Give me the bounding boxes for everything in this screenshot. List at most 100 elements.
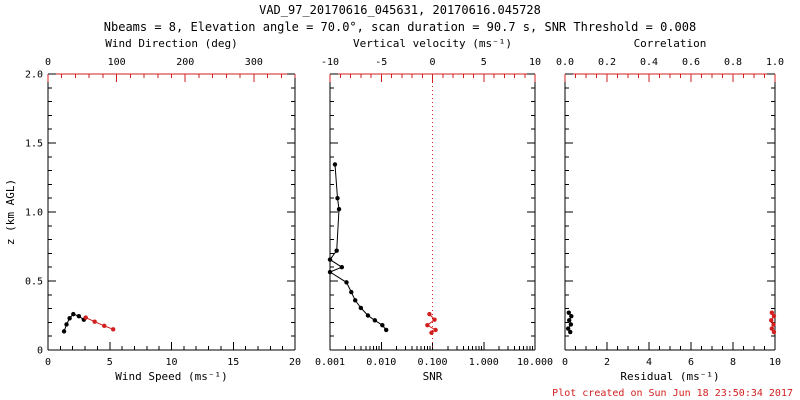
data-point-marker — [349, 289, 354, 295]
bottom-axis: 0.001 0.010 0.100 1.000 10.000 SNR — [315, 342, 553, 383]
top-axis: -10 -5 0 5 10 Vertical velocity (ms⁻¹) — [321, 37, 541, 82]
data-point-marker — [425, 322, 430, 328]
axis-text: Wind Speed (ms⁻¹) — [115, 370, 228, 383]
data-point-marker — [71, 311, 76, 317]
data-point-marker — [334, 248, 339, 253]
series-correlation — [769, 310, 777, 335]
data-point-marker — [110, 327, 116, 332]
axis-text: 1.000 — [469, 357, 499, 368]
data-point-marker — [567, 318, 572, 323]
axis-text: 0.100 — [417, 357, 447, 368]
series-residual-profile — [565, 310, 574, 335]
data-point-marker — [332, 162, 338, 167]
axis-text: 10.000 — [517, 357, 553, 368]
axis-text: 0 — [37, 346, 43, 357]
axis-text: 200 — [176, 57, 194, 68]
axis-text: 1.5 — [25, 139, 43, 150]
data-point-marker — [61, 329, 67, 334]
data-point-marker — [76, 313, 82, 319]
data-point-marker — [64, 322, 69, 327]
data-point-marker — [433, 327, 438, 333]
axis-text: -5 — [375, 57, 387, 68]
data-point-marker — [336, 207, 342, 212]
series-line — [328, 164, 387, 331]
axis-text: 10 — [769, 357, 781, 368]
data-point-marker — [92, 319, 97, 324]
axis-text: 4 — [646, 357, 652, 368]
axis-text: 0.001 — [315, 357, 345, 368]
bottom-axis: 0 2 4 6 8 10 Residual (ms⁻¹) — [562, 342, 781, 383]
data-point-marker — [365, 313, 371, 318]
axis-text: 0.0 — [556, 57, 574, 68]
top-axis: 0.0 0.2 0.4 0.6 0.8 1.0 Correlation — [556, 37, 784, 82]
axis-text: 5 — [107, 357, 113, 368]
axis-text: 0 — [45, 57, 51, 68]
axis-text: z (km AGL) — [4, 179, 17, 245]
data-point-marker — [771, 322, 776, 327]
data-point-marker — [102, 323, 107, 329]
axis-text: 10 — [529, 57, 541, 68]
y-axis — [330, 73, 535, 351]
panel-residual: 0 2 4 6 8 10 Residual (ms⁻¹) 0.0 0.2 0.4 0.6 0.8 1.0… — [556, 37, 784, 383]
axis-text: 5 — [481, 57, 487, 68]
plot-created-timestamp: Plot created on Sun Jun 18 23:50:34 2017 — [552, 388, 793, 399]
axis-text: SNR — [423, 370, 443, 383]
series-wind-speed — [61, 311, 87, 334]
panel-frame — [564, 73, 776, 351]
series-snr-profile — [327, 162, 389, 333]
data-point-marker — [344, 280, 349, 285]
axis-text: 1.0 — [766, 57, 784, 68]
data-point-marker — [429, 330, 434, 335]
data-point-marker — [427, 311, 432, 317]
axis-text: 100 — [108, 57, 126, 68]
data-point-marker — [769, 318, 774, 323]
series-line — [85, 317, 114, 330]
data-point-marker — [771, 313, 777, 319]
panel-frame — [47, 73, 296, 351]
plot-title: VAD_97_20170616_045631, 20170616.045728 — [259, 3, 541, 17]
axis-text: Wind Direction (deg) — [105, 37, 237, 50]
y-axis: 0 0.5 1.0 1.5 2.0 z (km AGL) — [4, 70, 295, 357]
axis-text: 6 — [688, 357, 694, 368]
panel-wind: 0 0.5 1.0 1.5 2.0 z (km AGL) 0 5 10 15 20 Wind Spee… — [4, 37, 301, 383]
axis-text: 0 — [429, 57, 435, 68]
axis-text: 0 — [45, 357, 51, 368]
data-point-marker — [432, 317, 437, 322]
series-vertical-velocity — [425, 311, 438, 335]
axis-text: 0.6 — [682, 57, 700, 68]
data-point-marker — [566, 310, 571, 315]
axis-text: Vertical velocity (ms⁻¹) — [353, 37, 512, 50]
data-point-marker — [372, 318, 378, 323]
data-point-marker — [380, 322, 385, 328]
y-axis — [565, 73, 775, 351]
data-point-marker — [769, 310, 775, 315]
data-point-marker — [569, 313, 574, 319]
data-point-marker — [771, 329, 777, 335]
axis-text: 0 — [562, 357, 568, 368]
top-axis: 0 100 200 300 Wind Direction (deg) — [45, 37, 296, 82]
data-point-marker — [384, 327, 389, 333]
axis-text: 20 — [289, 357, 301, 368]
axis-text: Residual (ms⁻¹) — [620, 370, 719, 383]
data-point-marker — [339, 265, 345, 270]
axis-text: 0.2 — [598, 57, 616, 68]
axis-text: -10 — [321, 57, 339, 68]
axis-text: Correlation — [634, 37, 707, 50]
axis-text: 0.8 — [724, 57, 742, 68]
data-point-marker — [327, 269, 333, 275]
axis-text: 15 — [227, 357, 239, 368]
series-wind-direction — [83, 315, 116, 332]
axis-text: 0.4 — [640, 57, 658, 68]
data-point-marker — [83, 315, 88, 320]
plot-subtitle: Nbeams = 8, Elevation angle = 70.0°, sca… — [103, 20, 697, 34]
data-point-marker — [352, 298, 358, 303]
data-point-marker — [358, 305, 364, 311]
axis-text: 8 — [730, 357, 736, 368]
panel-snr: 0.001 0.010 0.100 1.000 10.000 SNR -10 -5 0 5 10 Ve… — [315, 37, 553, 383]
axis-text: 0.5 — [25, 277, 43, 288]
data-point-marker — [565, 326, 571, 331]
axis-text: 10 — [165, 357, 177, 368]
data-point-marker — [568, 322, 574, 327]
axis-text: 2.0 — [25, 70, 43, 81]
